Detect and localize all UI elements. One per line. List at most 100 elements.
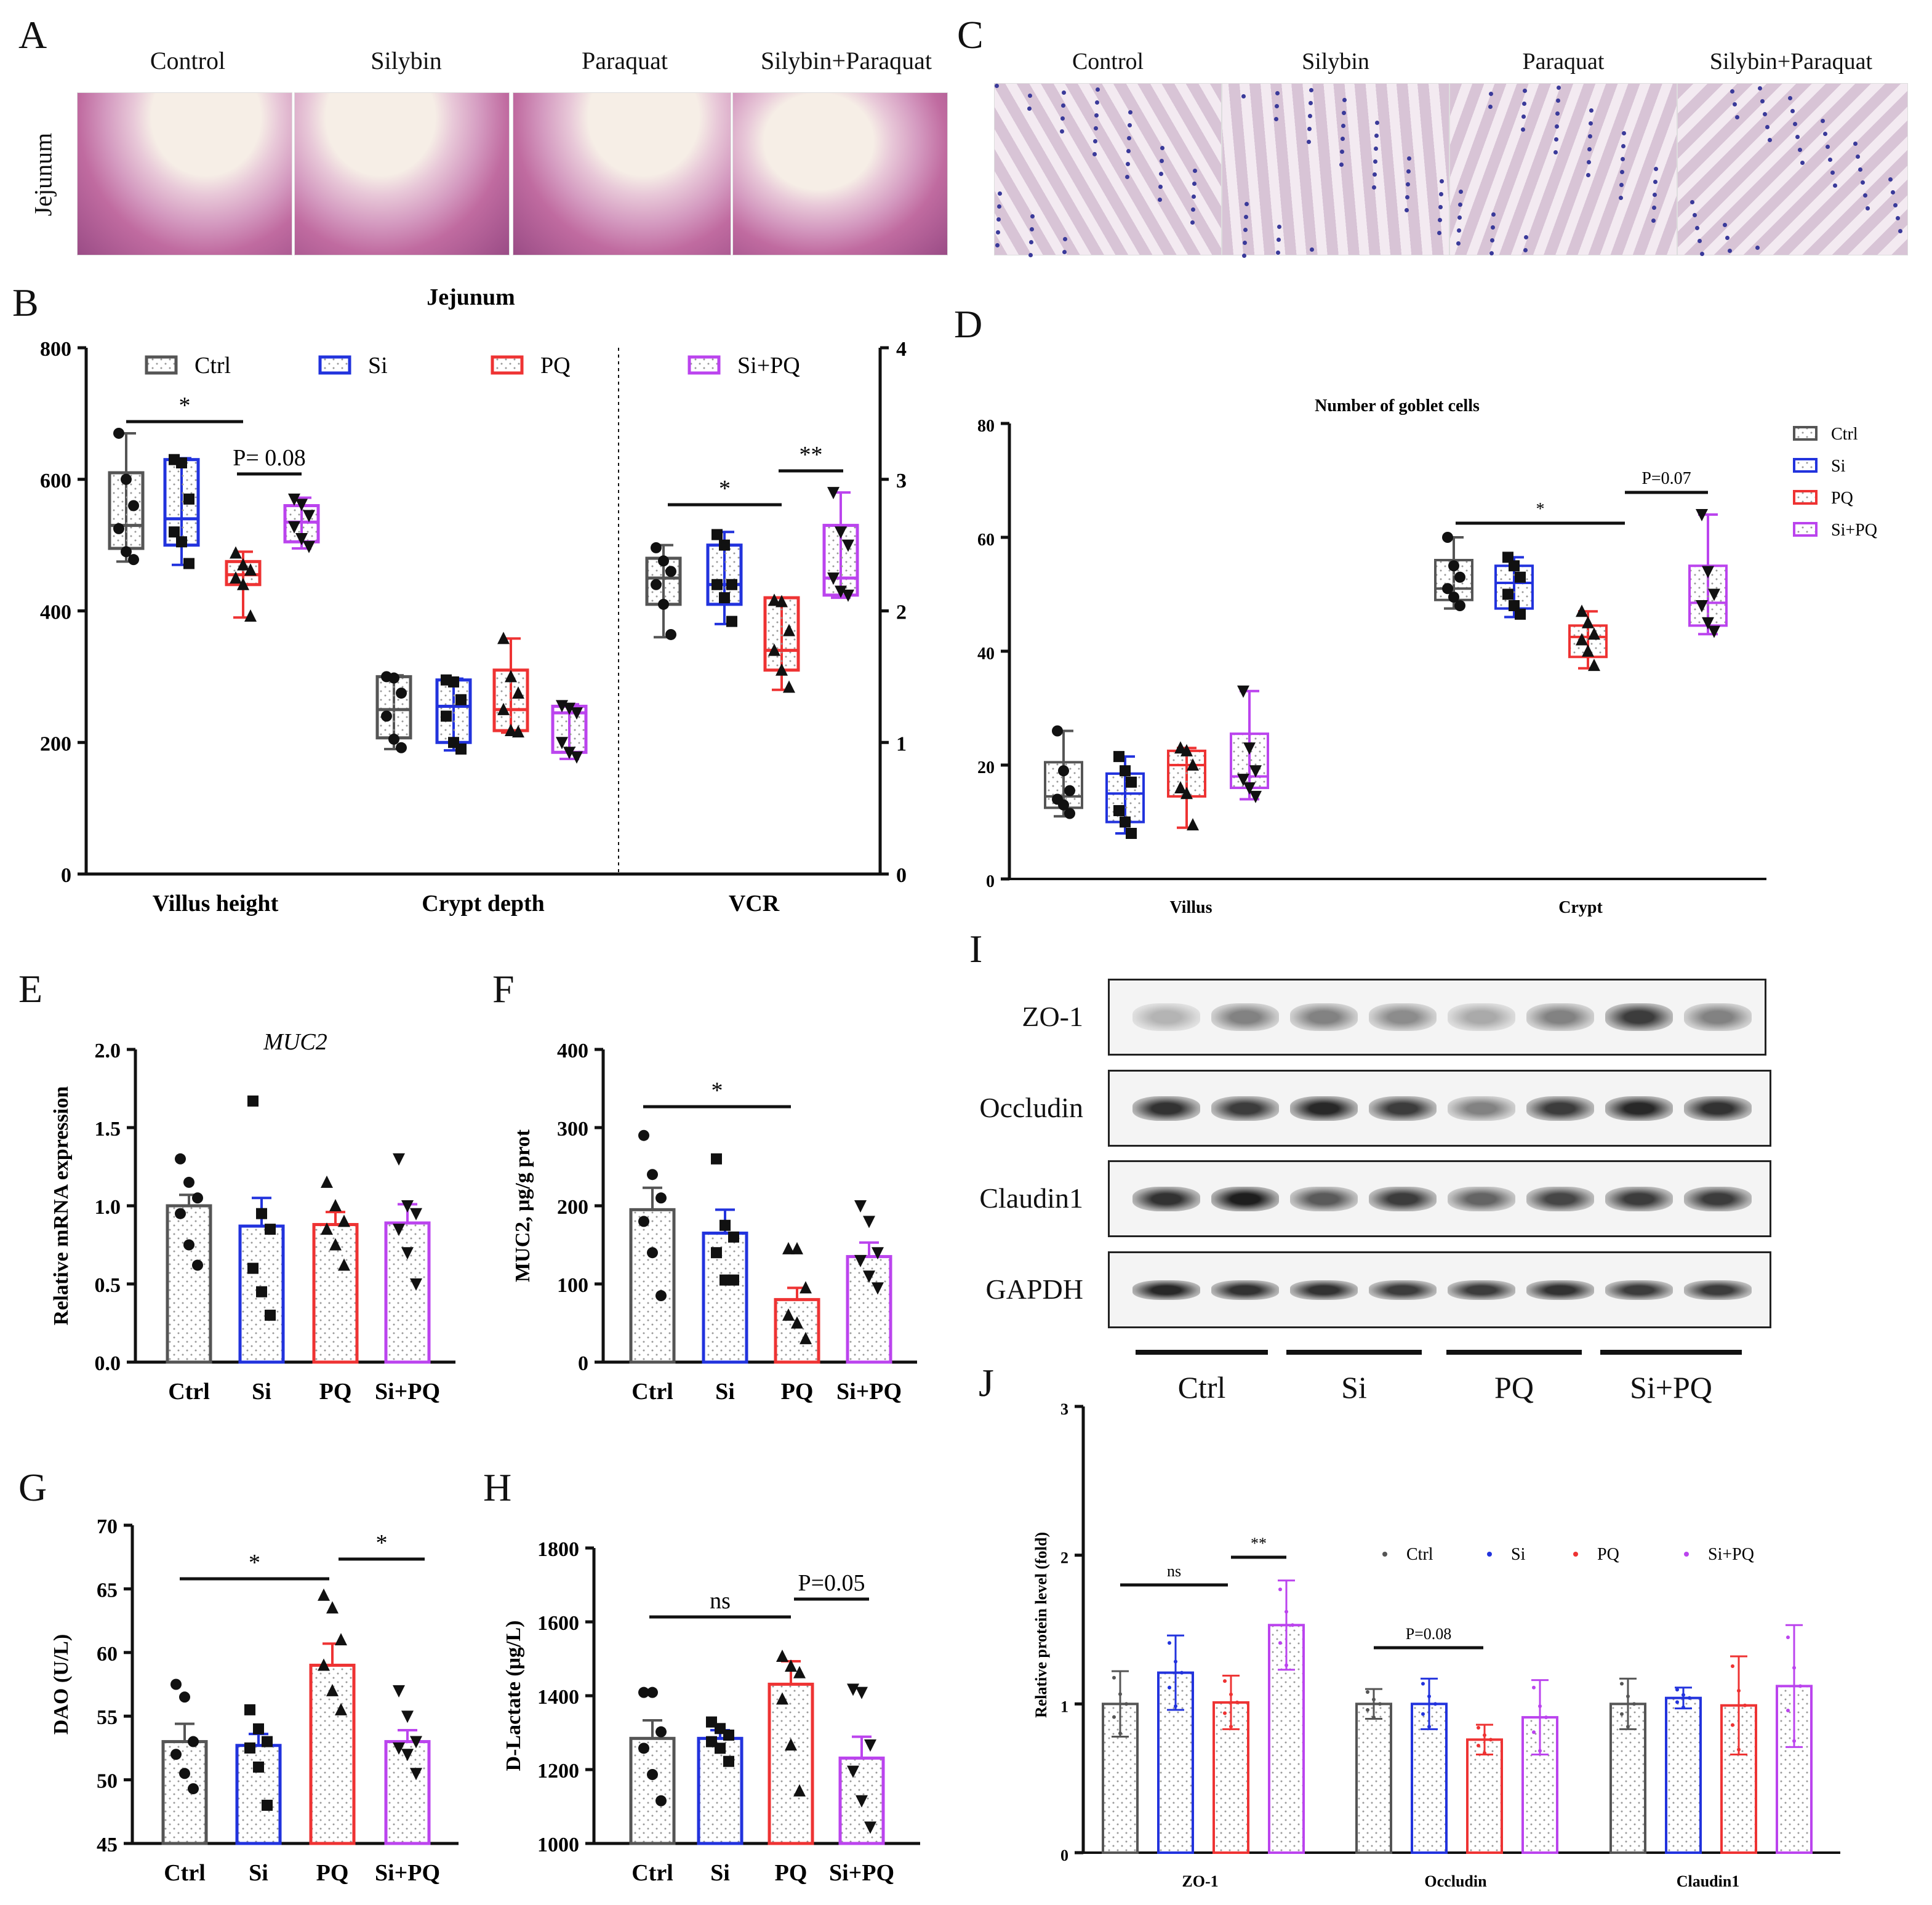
data-point — [706, 1716, 717, 1728]
goblet-cell-dot — [1193, 169, 1197, 173]
goblet-cell-dot — [1866, 206, 1870, 211]
data-point — [121, 473, 132, 485]
goblet-cell-dot — [1853, 142, 1858, 146]
panel-label-f: F — [492, 967, 515, 1011]
data-point — [188, 1736, 199, 1747]
goblet-cell-dot — [1062, 90, 1066, 95]
data-point — [1731, 1723, 1734, 1727]
legend-marker-j-2 — [1573, 1552, 1578, 1557]
goblet-cell-dot — [1028, 94, 1032, 98]
ab-image-4 — [1677, 83, 1908, 256]
goblet-cell-dot — [1622, 131, 1626, 135]
data-point — [175, 1153, 186, 1165]
data-point — [723, 1730, 734, 1741]
chart-f-xlabel: Si+PQ — [836, 1379, 902, 1405]
data-point — [1168, 1685, 1171, 1690]
data-point — [244, 563, 257, 576]
goblet-cell-dot — [1342, 111, 1346, 115]
data-point — [1544, 1715, 1548, 1720]
data-point — [237, 577, 249, 590]
blot-group-bar — [1600, 1350, 1742, 1355]
data-point — [237, 558, 249, 571]
data-point — [854, 1254, 867, 1267]
data-point — [512, 725, 524, 738]
chart-g-y-tick-label: 65 — [97, 1579, 118, 1602]
data-point — [1366, 1690, 1369, 1694]
goblet-cell-dot — [995, 243, 1000, 247]
data-point — [1696, 600, 1708, 612]
chart-h-xlabel: Si+PQ — [829, 1860, 894, 1886]
data-point — [1483, 1751, 1486, 1755]
data-point — [318, 1588, 330, 1601]
panel-label-h: H — [483, 1466, 512, 1509]
data-point — [563, 702, 575, 715]
goblet-cell-dot — [1096, 87, 1100, 92]
data-point — [1058, 765, 1069, 777]
data-point — [1112, 1675, 1116, 1680]
data-point — [651, 542, 662, 553]
data-point — [183, 493, 194, 505]
blot-band — [1211, 1280, 1279, 1300]
goblet-cell-dot — [1405, 195, 1409, 199]
goblet-cell-dot — [1490, 238, 1494, 243]
data-point — [1112, 1715, 1116, 1719]
goblet-cell-dot — [1826, 145, 1830, 149]
data-point — [791, 1241, 803, 1254]
data-point — [1502, 551, 1513, 563]
chart-g-sig1-label: * — [249, 1550, 260, 1576]
chart-g-xlabel: Ctrl — [164, 1860, 206, 1886]
panel-label-d: D — [954, 302, 983, 346]
chart-h-xlabel: PQ — [775, 1860, 808, 1886]
goblet-cell-dot — [1735, 115, 1739, 119]
data-point — [638, 1129, 649, 1141]
condition-label-paraquat-c: Paraquat — [1522, 49, 1605, 74]
chart-e-y-tick-label: 0.5 — [95, 1274, 121, 1297]
chart-e-y-tick-label: 0.0 — [95, 1352, 121, 1375]
bar-Si — [697, 1736, 744, 1845]
goblet-cell-dot — [1523, 248, 1528, 252]
data-point — [247, 1095, 259, 1107]
goblet-cell-dot — [1092, 152, 1097, 156]
data-point — [1632, 1702, 1636, 1706]
data-point — [1477, 1744, 1480, 1747]
goblet-cell-dot — [996, 230, 1000, 235]
chart-f-xlabel: PQ — [781, 1379, 814, 1405]
goblet-cell-dot — [998, 191, 1002, 196]
data-point — [1477, 1726, 1480, 1730]
data-point — [512, 686, 524, 699]
blot-label-gapdh: GAPDH — [985, 1273, 1083, 1305]
data-point — [1576, 633, 1588, 646]
goblet-cell-dot — [1733, 102, 1737, 106]
blot-band — [1211, 1096, 1279, 1121]
data-point — [1427, 1725, 1431, 1729]
data-point — [128, 500, 139, 511]
data-point — [1120, 765, 1131, 777]
goblet-cell-dot — [1760, 99, 1765, 103]
data-point — [768, 593, 780, 606]
data-point — [262, 1736, 273, 1747]
bar-Si — [1665, 1696, 1702, 1855]
legend-swatch-0 — [145, 355, 178, 375]
chart-b-xlabel: VCR — [729, 891, 780, 916]
chart-h-y-tick-label: 1800 — [537, 1538, 579, 1561]
blot-band — [1605, 1096, 1673, 1121]
data-point — [1681, 1705, 1685, 1709]
data-point — [651, 579, 662, 590]
bar-Si — [235, 1744, 282, 1845]
data-point — [1058, 799, 1069, 811]
goblet-cell-dot — [1407, 156, 1411, 161]
legend-label-j-2: PQ — [1597, 1545, 1619, 1564]
data-point — [113, 523, 124, 534]
goblet-cell-dot — [1308, 114, 1312, 118]
data-point — [1229, 1725, 1233, 1729]
goblet-cell-dot — [1588, 134, 1592, 138]
chart-d-sig1-label: * — [1536, 500, 1545, 519]
data-point — [847, 1683, 859, 1696]
goblet-cell-dot — [1274, 117, 1278, 121]
data-point — [782, 1308, 795, 1321]
data-point — [1798, 1684, 1802, 1688]
chart-h-xlabel: Ctrl — [631, 1860, 673, 1886]
goblet-cell-dot — [1093, 139, 1097, 143]
legend-marker-j-1 — [1487, 1552, 1492, 1557]
goblet-cell-dot — [1653, 180, 1657, 184]
